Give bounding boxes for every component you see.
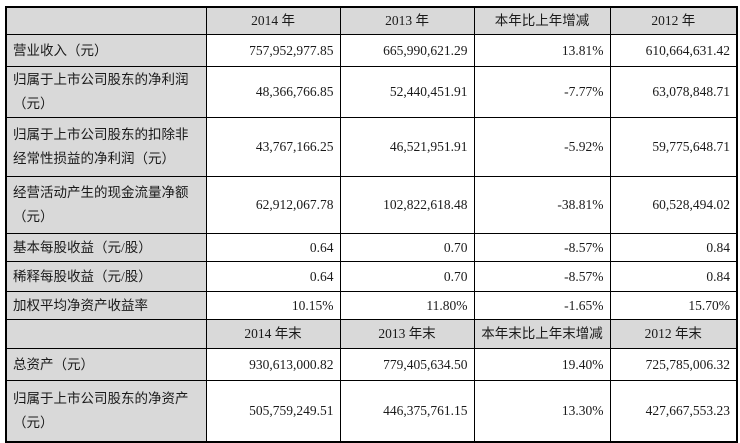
table-row-operating-cash-flow: 经营活动产生的现金流量净额（元） 62,912,067.78 102,822,6… [5, 176, 738, 234]
value-cell-change: 19.40% [473, 348, 611, 381]
header-cell-2014-end: 2014 年末 [205, 319, 341, 349]
row-label-cell: 加权平均净资产收益率 [5, 291, 207, 320]
table-row-weighted-avg-roe: 加权平均净资产收益率 10.15% 11.80% -1.65% 15.70% [5, 291, 738, 320]
value-cell-2014: 48,366,766.85 [205, 66, 341, 118]
value-cell-change: -38.81% [473, 176, 611, 234]
value-cell-2013: 0.70 [339, 261, 475, 292]
row-label-cell: 稀释每股收益（元/股） [5, 261, 207, 292]
value-cell-change: -8.57% [473, 233, 611, 262]
value-cell-2012: 59,775,648.71 [609, 117, 738, 177]
value-cell-2014: 757,952,977.85 [205, 34, 341, 67]
header-cell-blank [5, 6, 207, 35]
header-cell-2012-end: 2012 年末 [609, 319, 738, 349]
value-cell-2014: 930,613,000.82 [205, 348, 341, 381]
value-cell-2012: 0.84 [609, 233, 738, 262]
value-cell-2012: 725,785,006.32 [609, 348, 738, 381]
header-cell-2013: 2013 年 [339, 6, 475, 35]
value-cell-2014: 10.15% [205, 291, 341, 320]
value-cell-2012: 427,667,553.23 [609, 380, 738, 442]
value-cell-change: -5.92% [473, 117, 611, 177]
value-cell-2013: 446,375,761.15 [339, 380, 475, 442]
value-cell-2013: 779,405,634.50 [339, 348, 475, 381]
header-cell-2014: 2014 年 [205, 6, 341, 35]
header-cell-yearend-change: 本年末比上年末增减 [473, 319, 611, 349]
value-cell-change: 13.30% [473, 380, 611, 442]
value-cell-2013: 665,990,621.29 [339, 34, 475, 67]
value-cell-2014: 0.64 [205, 233, 341, 262]
value-cell-2012: 63,078,848.71 [609, 66, 738, 118]
table-header-row-annual: 2014 年 2013 年 本年比上年增减 2012 年 [5, 6, 738, 35]
value-cell-2013: 102,822,618.48 [339, 176, 475, 234]
value-cell-change: 13.81% [473, 34, 611, 67]
value-cell-change: -7.77% [473, 66, 611, 118]
value-cell-2014: 505,759,249.51 [205, 380, 341, 442]
value-cell-change: -1.65% [473, 291, 611, 320]
row-label-cell: 归属于上市公司股东的扣除非经常性损益的净利润（元） [5, 117, 207, 177]
table-row-net-assets-attributable: 归属于上市公司股东的净资产（元） 505,759,249.51 446,375,… [5, 380, 738, 442]
table-row-operating-revenue: 营业收入（元） 757,952,977.85 665,990,621.29 13… [5, 34, 738, 67]
table-header-row-year-end: 2014 年末 2013 年末 本年末比上年末增减 2012 年末 [5, 319, 738, 349]
value-cell-2014: 0.64 [205, 261, 341, 292]
value-cell-2013: 0.70 [339, 233, 475, 262]
value-cell-2014: 43,767,166.25 [205, 117, 341, 177]
header-cell-2012: 2012 年 [609, 6, 738, 35]
table-row-net-profit-excl-nonrecurring: 归属于上市公司股东的扣除非经常性损益的净利润（元） 43,767,166.25 … [5, 117, 738, 177]
value-cell-2012: 15.70% [609, 291, 738, 320]
header-cell-blank [5, 319, 207, 349]
table-row-diluted-eps: 稀释每股收益（元/股） 0.64 0.70 -8.57% 0.84 [5, 261, 738, 292]
financial-summary-table: 2014 年 2013 年 本年比上年增减 2012 年 营业收入（元） 757… [5, 6, 738, 443]
table-row-basic-eps: 基本每股收益（元/股） 0.64 0.70 -8.57% 0.84 [5, 233, 738, 262]
table-row-net-profit-attributable: 归属于上市公司股东的净利润（元） 48,366,766.85 52,440,45… [5, 66, 738, 118]
row-label-cell: 营业收入（元） [5, 34, 207, 67]
row-label-cell: 归属于上市公司股东的净资产（元） [5, 380, 207, 442]
value-cell-2012: 610,664,631.42 [609, 34, 738, 67]
row-label-cell: 归属于上市公司股东的净利润（元） [5, 66, 207, 118]
table-row-total-assets: 总资产（元） 930,613,000.82 779,405,634.50 19.… [5, 348, 738, 381]
value-cell-2012: 60,528,494.02 [609, 176, 738, 234]
header-cell-2013-end: 2013 年末 [339, 319, 475, 349]
value-cell-2013: 46,521,951.91 [339, 117, 475, 177]
value-cell-change: -8.57% [473, 261, 611, 292]
value-cell-2013: 11.80% [339, 291, 475, 320]
value-cell-2014: 62,912,067.78 [205, 176, 341, 234]
value-cell-2012: 0.84 [609, 261, 738, 292]
value-cell-2013: 52,440,451.91 [339, 66, 475, 118]
row-label-cell: 总资产（元） [5, 348, 207, 381]
row-label-cell: 经营活动产生的现金流量净额（元） [5, 176, 207, 234]
row-label-cell: 基本每股收益（元/股） [5, 233, 207, 262]
header-cell-yoy-change: 本年比上年增减 [473, 6, 611, 35]
